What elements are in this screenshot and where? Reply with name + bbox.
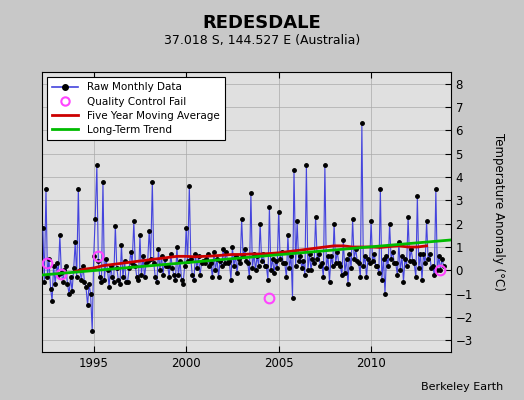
Legend: Raw Monthly Data, Quality Control Fail, Five Year Moving Average, Long-Term Tren: Raw Monthly Data, Quality Control Fail, … xyxy=(47,77,225,140)
Y-axis label: Temperature Anomaly (°C): Temperature Anomaly (°C) xyxy=(493,133,505,291)
Text: 37.018 S, 144.527 E (Australia): 37.018 S, 144.527 E (Australia) xyxy=(164,34,360,47)
Text: REDESDALE: REDESDALE xyxy=(203,14,321,32)
Text: Berkeley Earth: Berkeley Earth xyxy=(421,382,503,392)
